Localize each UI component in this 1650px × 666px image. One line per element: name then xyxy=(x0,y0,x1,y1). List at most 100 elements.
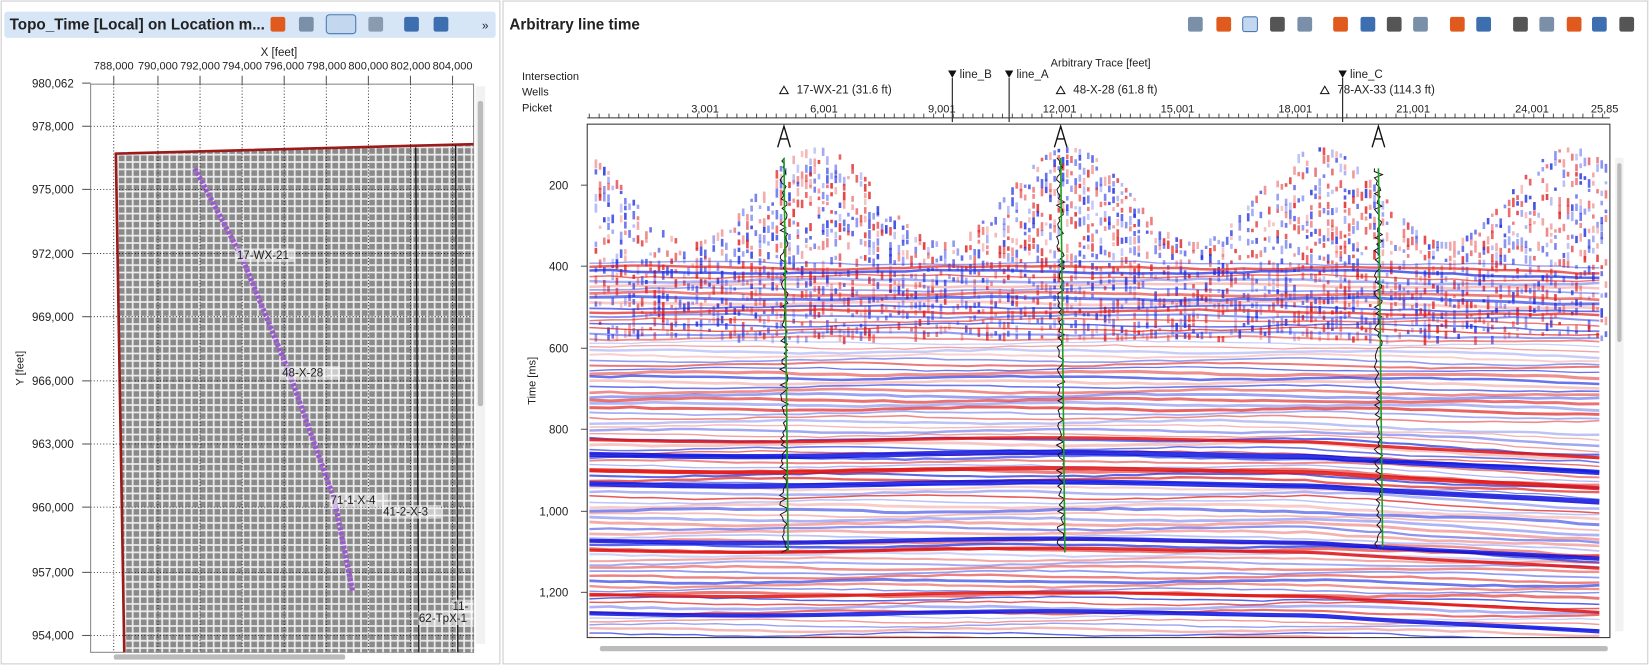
tool-icon[interactable] xyxy=(433,16,449,32)
tool-icon[interactable] xyxy=(1539,16,1555,32)
seismic-noise xyxy=(1322,256,1326,261)
seismic-noise xyxy=(1343,201,1347,209)
seismic-noise xyxy=(948,322,951,330)
seismic-noise xyxy=(1255,309,1258,318)
seismic-noise xyxy=(1078,260,1082,267)
seismic-noise xyxy=(805,281,808,288)
seismic-noise xyxy=(1592,203,1595,209)
seismic-noise xyxy=(1284,239,1288,249)
tool-icon[interactable] xyxy=(368,16,384,32)
seismic-noise xyxy=(943,241,947,251)
seismic-noise xyxy=(1427,244,1431,250)
seismic-noise xyxy=(771,281,774,291)
scrollbar[interactable] xyxy=(1615,157,1624,632)
seismic-noise xyxy=(1116,316,1120,321)
seismic-noise xyxy=(1389,240,1393,245)
tool-icon[interactable] xyxy=(1242,16,1258,33)
seismic-noise xyxy=(809,172,812,177)
seismic-noise xyxy=(969,270,972,275)
seismic-noise xyxy=(1541,275,1545,282)
seismic-noise xyxy=(805,180,808,190)
tool-icon[interactable] xyxy=(1513,16,1528,32)
seismic-noise xyxy=(1015,334,1019,340)
toolbar: » xyxy=(270,14,488,35)
seismic-noise xyxy=(872,278,875,287)
seismic-noise xyxy=(708,294,711,299)
tool-icon[interactable] xyxy=(1270,16,1285,32)
seismic-noise xyxy=(1343,286,1347,296)
well-derrick xyxy=(1371,123,1386,148)
tool-icon[interactable] xyxy=(1333,16,1348,32)
y-tick-label: 1,200 xyxy=(539,588,568,600)
scroll-thumb[interactable] xyxy=(113,654,346,660)
tool-icon[interactable] xyxy=(1187,16,1203,32)
seismic-noise xyxy=(1112,284,1115,291)
seismic-noise xyxy=(640,303,644,308)
seismic-noise xyxy=(670,304,673,309)
scroll-thumb[interactable] xyxy=(477,101,484,407)
seismic-noise xyxy=(695,258,699,267)
y-tick-label: 954,000 xyxy=(32,631,74,643)
seismic-noise xyxy=(1112,277,1115,284)
tool-icon[interactable] xyxy=(1476,16,1491,32)
overflow-chevron[interactable]: » xyxy=(482,20,488,32)
seismic-noise xyxy=(1040,212,1044,217)
tool-icon[interactable] xyxy=(1592,16,1607,32)
seismic-reflector xyxy=(589,290,1600,302)
seismic-noise xyxy=(1078,163,1082,170)
tool-icon[interactable] xyxy=(1386,16,1402,32)
seismic-noise xyxy=(1074,147,1077,153)
tool-icon[interactable] xyxy=(1413,16,1428,32)
tool-icon[interactable] xyxy=(1216,16,1232,32)
seismic-noise xyxy=(1360,315,1364,325)
seismic-noise xyxy=(1507,236,1511,246)
tool-icon[interactable] xyxy=(1449,16,1465,32)
x-tick-label: 796,000 xyxy=(264,60,304,72)
x-tick-label: 24,001 xyxy=(1515,104,1549,116)
seismic-noise xyxy=(914,236,918,243)
seismic-noise xyxy=(1575,172,1578,177)
tool-icon[interactable] xyxy=(404,16,419,32)
tool-icon[interactable] xyxy=(1566,16,1582,32)
seismic-noise xyxy=(624,249,627,255)
seismic-noise xyxy=(889,284,892,293)
seismic-noise xyxy=(1583,208,1587,215)
seismic-noise xyxy=(1078,241,1082,248)
seismic-noise xyxy=(1600,216,1604,225)
seismic-noise xyxy=(1604,190,1608,199)
seismic-noise xyxy=(1099,183,1103,193)
seismic-noise xyxy=(1600,308,1604,318)
seismic-noise xyxy=(1524,212,1528,219)
seismic-noise xyxy=(1541,245,1545,253)
seismic-noise xyxy=(1124,236,1128,244)
tool-icon[interactable] xyxy=(1297,16,1313,32)
seismic-noise xyxy=(1326,321,1330,330)
seismic-noise xyxy=(1326,219,1330,226)
tool-icon[interactable] xyxy=(298,16,314,32)
seismic-noise xyxy=(800,321,804,326)
seismic-noise xyxy=(1288,326,1292,335)
seismic-noise xyxy=(619,303,623,309)
seismic-noise xyxy=(1293,203,1296,209)
tool-icon[interactable] xyxy=(270,16,286,32)
seismic-noise xyxy=(826,283,829,288)
seismic-noise xyxy=(699,326,703,332)
scroll-thumb[interactable] xyxy=(599,646,1608,652)
seismic-noise xyxy=(682,251,686,260)
seismic-noise xyxy=(1242,323,1246,327)
seismic-noise xyxy=(914,253,918,258)
seismic-noise xyxy=(1061,297,1065,302)
seismic-noise xyxy=(897,215,901,220)
seismic-noise xyxy=(746,239,749,249)
seismic-noise xyxy=(796,176,800,185)
tool-icon[interactable] xyxy=(1360,16,1376,32)
seismic-noise xyxy=(1554,243,1557,250)
seismic-noise xyxy=(741,208,745,217)
seismic-noise xyxy=(876,282,880,290)
tool-icon[interactable] xyxy=(325,14,357,35)
tool-icon[interactable] xyxy=(1619,16,1635,32)
seismic-noise xyxy=(1554,229,1557,233)
scroll-thumb[interactable] xyxy=(1617,163,1622,342)
seismic-noise xyxy=(1116,299,1120,307)
seismic-noise xyxy=(1007,236,1010,241)
